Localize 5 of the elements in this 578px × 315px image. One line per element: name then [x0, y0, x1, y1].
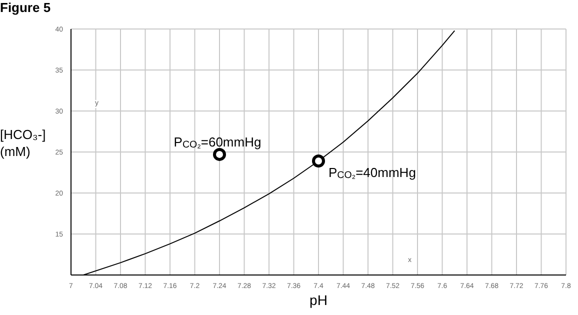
y-axis-title: [HCO₃-] (mM) — [0, 127, 46, 159]
annotation: P$_{CO₂}$=40mmHg — [328, 165, 416, 182]
chart-title: Figure 5 — [0, 0, 51, 15]
annotation: P$_{CO₂}$=60mmHg — [174, 134, 262, 150]
x-axis-title: pH — [308, 292, 328, 308]
